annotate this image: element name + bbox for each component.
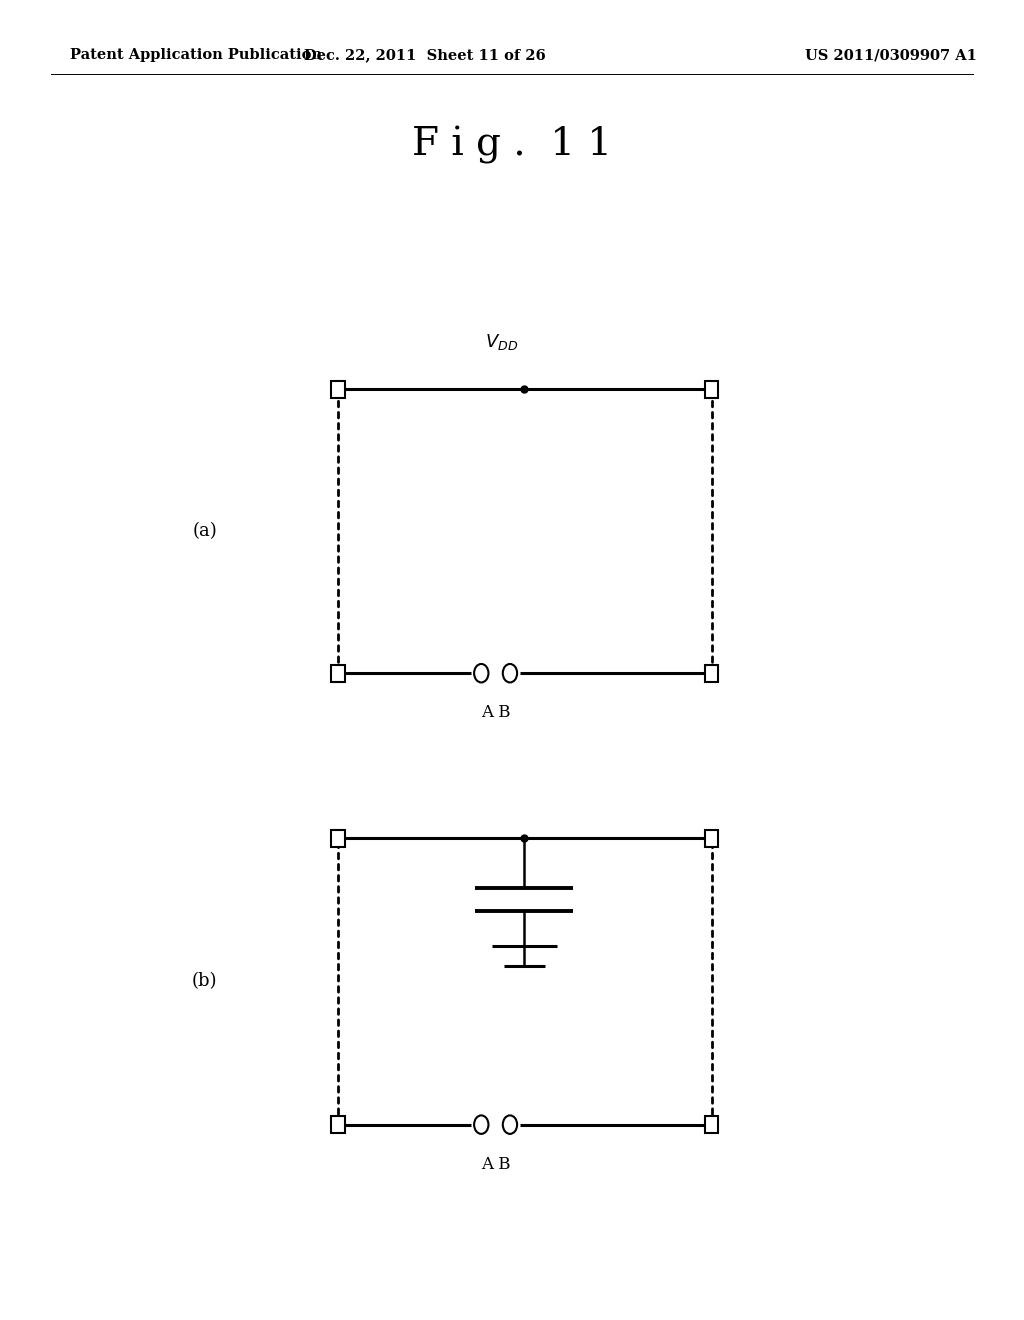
Text: Patent Application Publication: Patent Application Publication (70, 49, 322, 62)
Text: US 2011/0309907 A1: US 2011/0309907 A1 (805, 49, 977, 62)
FancyBboxPatch shape (332, 380, 344, 399)
FancyBboxPatch shape (332, 830, 344, 847)
FancyBboxPatch shape (332, 1117, 344, 1133)
FancyBboxPatch shape (705, 380, 719, 399)
Text: (b): (b) (193, 972, 217, 990)
Text: $V_{DD}$: $V_{DD}$ (485, 333, 518, 352)
FancyBboxPatch shape (332, 665, 344, 681)
Text: (a): (a) (193, 521, 217, 540)
Text: A B: A B (481, 705, 510, 721)
FancyBboxPatch shape (705, 1117, 719, 1133)
FancyBboxPatch shape (705, 665, 719, 681)
Text: A B: A B (481, 1156, 510, 1172)
Text: F i g .  1 1: F i g . 1 1 (412, 127, 612, 164)
Text: Dec. 22, 2011  Sheet 11 of 26: Dec. 22, 2011 Sheet 11 of 26 (304, 49, 546, 62)
FancyBboxPatch shape (705, 830, 719, 847)
